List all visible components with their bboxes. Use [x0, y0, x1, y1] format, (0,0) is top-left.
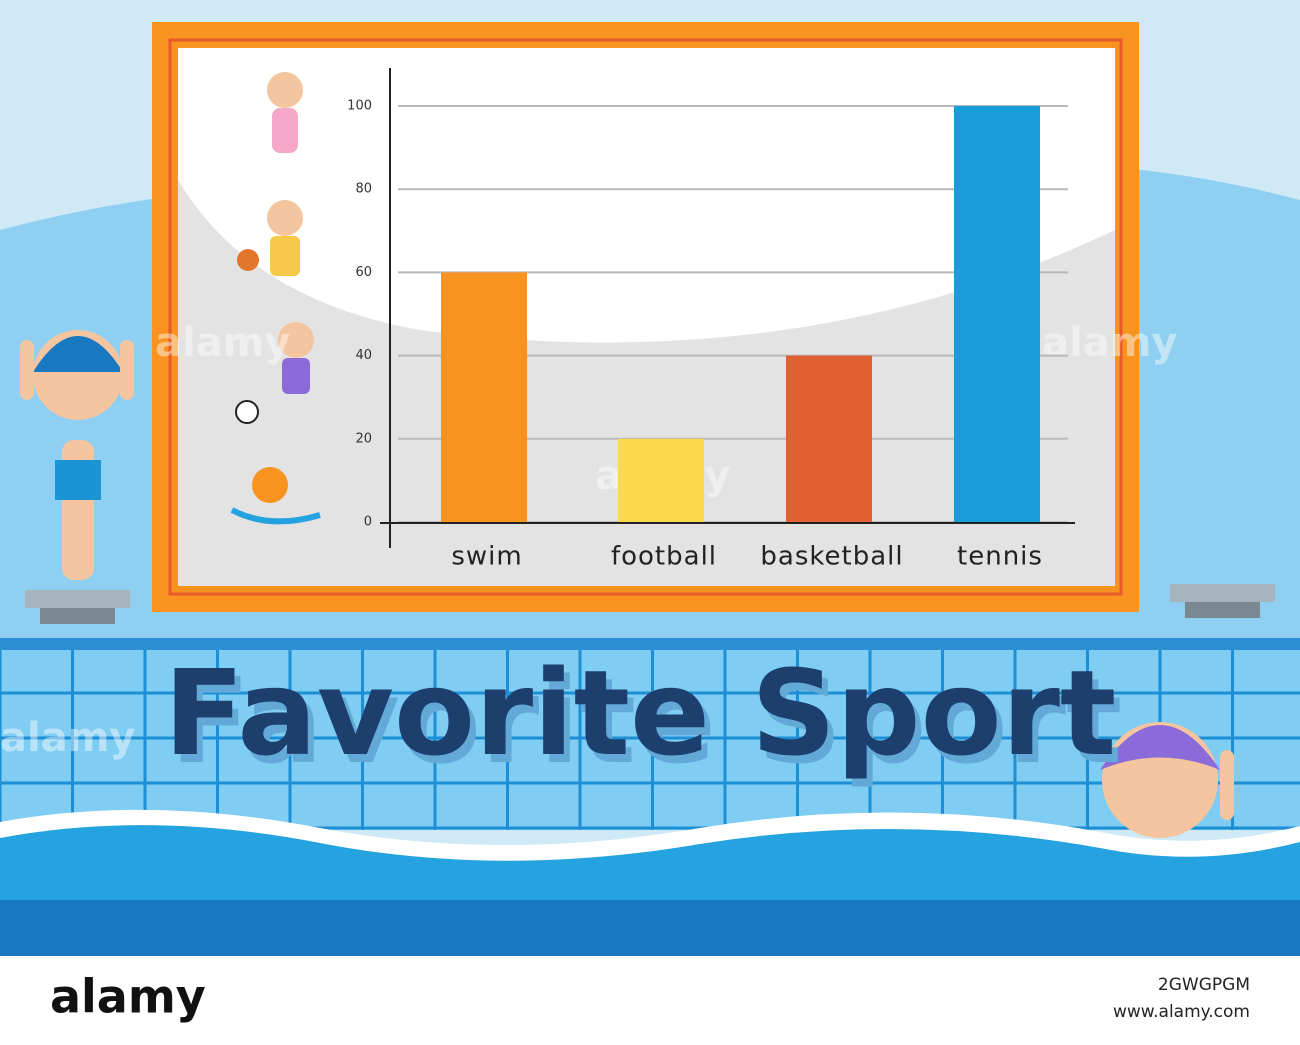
image-id: 2GWGPGM: [1158, 975, 1250, 995]
board-shine: [178, 48, 1115, 343]
y-tick-label: 80: [355, 182, 372, 197]
watermark: alamy: [1042, 320, 1177, 366]
bar: [954, 106, 1040, 522]
bar: [441, 272, 527, 522]
chart-title: Favorite Sport: [164, 644, 1117, 782]
footer-logo: alamy: [50, 970, 206, 1024]
swimmer-right: [1100, 584, 1275, 838]
y-tick-label: 100: [347, 99, 372, 114]
footer: [0, 956, 1300, 1045]
pool-tiles: [0, 650, 1300, 830]
bar: [618, 438, 704, 522]
swimmer-left: [20, 330, 134, 624]
watermark: alamy: [155, 320, 290, 366]
sport-icons: [230, 72, 321, 525]
pool-edge: [0, 638, 1300, 652]
chart-title-shadow: Favorite Sport: [170, 652, 1123, 790]
x-tick-label: tennis: [957, 542, 1043, 572]
y-tick-label: 40: [355, 348, 372, 363]
deep-water: [0, 900, 1300, 956]
watermark: alamy: [0, 715, 135, 761]
x-tick-label: basketball: [760, 542, 903, 572]
board-inner-frame: [168, 38, 1123, 596]
y-tick-label: 0: [364, 515, 372, 530]
y-tick-label: 20: [355, 431, 372, 446]
x-tick-label: swim: [451, 542, 522, 572]
wave-foam: [0, 809, 1300, 861]
x-tick-label: football: [611, 542, 717, 572]
footer-url: www.alamy.com: [1113, 1002, 1250, 1022]
y-tick-label: 60: [355, 265, 372, 280]
bar: [786, 355, 872, 522]
